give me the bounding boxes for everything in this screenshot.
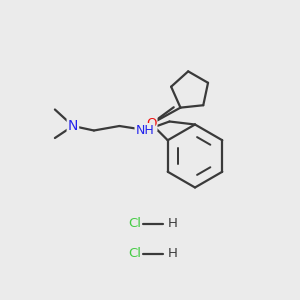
Text: H: H: [168, 217, 178, 230]
Text: H: H: [168, 247, 178, 260]
Text: Cl: Cl: [128, 217, 141, 230]
Text: Cl: Cl: [128, 247, 141, 260]
Text: NH: NH: [136, 124, 154, 137]
Text: O: O: [146, 117, 157, 130]
Text: N: N: [68, 119, 78, 133]
